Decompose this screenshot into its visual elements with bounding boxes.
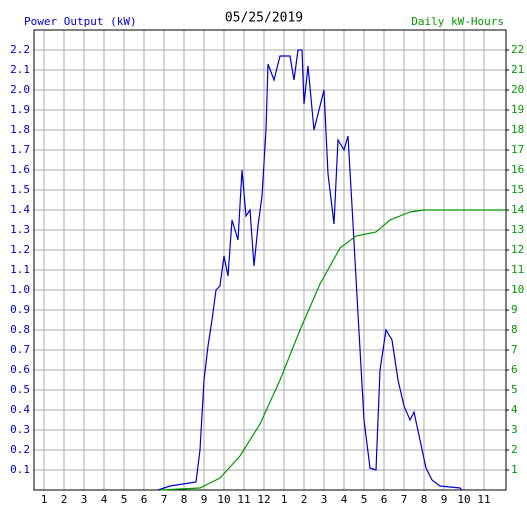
x-tick-label: 3 bbox=[81, 493, 88, 506]
y2-tick-label: 6 bbox=[511, 363, 518, 376]
x-tick-label: 12 bbox=[257, 493, 270, 506]
y-tick-label: 2.1 bbox=[10, 63, 30, 76]
y2-tick-label: 22 bbox=[511, 43, 524, 56]
x-tick-label: 11 bbox=[477, 493, 490, 506]
y2-tick-label: 1 bbox=[511, 463, 518, 476]
x-tick-label: 11 bbox=[237, 493, 250, 506]
x-tick-label: 9 bbox=[441, 493, 448, 506]
y-tick-label: 0.5 bbox=[10, 383, 30, 396]
x-tick-label: 8 bbox=[421, 493, 428, 506]
y-tick-label: 0.3 bbox=[10, 423, 30, 436]
y-tick-label: 0.6 bbox=[10, 363, 30, 376]
y2-tick-label: 19 bbox=[511, 103, 524, 116]
x-tick-label: 4 bbox=[101, 493, 108, 506]
y-tick-label: 1.1 bbox=[10, 263, 30, 276]
x-tick-label: 8 bbox=[181, 493, 188, 506]
y-tick-label: 1.6 bbox=[10, 163, 30, 176]
x-tick-label: 2 bbox=[301, 493, 308, 506]
x-tick-label: 1 bbox=[41, 493, 48, 506]
y2-tick-label: 10 bbox=[511, 283, 524, 296]
left-axis-title: Power Output (kW) bbox=[24, 15, 137, 28]
series-line bbox=[159, 209, 506, 491]
y2-tick-label: 15 bbox=[511, 183, 524, 196]
x-tick-label: 10 bbox=[457, 493, 470, 506]
y-tick-label: 1.8 bbox=[10, 123, 30, 136]
y-tick-label: 1.9 bbox=[10, 103, 30, 116]
y2-tick-label: 21 bbox=[511, 63, 524, 76]
y-tick-label: 1.7 bbox=[10, 143, 30, 156]
y-tick-label: 1.5 bbox=[10, 183, 30, 196]
x-tick-label: 1 bbox=[281, 493, 288, 506]
y2-tick-label: 20 bbox=[511, 83, 524, 96]
plot-border bbox=[33, 29, 507, 491]
x-tick-label: 3 bbox=[321, 493, 328, 506]
y2-tick-label: 5 bbox=[511, 383, 518, 396]
y-tick-label: 1.4 bbox=[10, 203, 30, 216]
y2-tick-label: 13 bbox=[511, 223, 524, 236]
y-tick-label: 0.2 bbox=[10, 443, 30, 456]
y2-tick-label: 3 bbox=[511, 423, 518, 436]
x-tick-label: 9 bbox=[201, 493, 208, 506]
y-tick-label: 1.2 bbox=[10, 243, 30, 256]
y-tick-label: 0.8 bbox=[10, 323, 30, 336]
y2-tick-label: 4 bbox=[511, 403, 518, 416]
x-tick-label: 2 bbox=[61, 493, 68, 506]
y2-tick-label: 17 bbox=[511, 143, 524, 156]
y-tick-label: 0.4 bbox=[10, 403, 30, 416]
y2-tick-label: 14 bbox=[511, 203, 525, 216]
y2-tick-label: 11 bbox=[511, 263, 524, 276]
y2-tick-label: 8 bbox=[511, 323, 518, 336]
y2-tick-label: 16 bbox=[511, 163, 524, 176]
x-tick-label: 6 bbox=[141, 493, 148, 506]
y-tick-label: 1.3 bbox=[10, 223, 30, 236]
x-tick-label: 5 bbox=[361, 493, 368, 506]
y2-tick-label: 2 bbox=[511, 443, 518, 456]
y2-tick-label: 12 bbox=[511, 243, 524, 256]
x-tick-label: 4 bbox=[341, 493, 348, 506]
y2-tick-label: 18 bbox=[511, 123, 524, 136]
y2-tick-label: 7 bbox=[511, 343, 518, 356]
x-tick-label: 7 bbox=[401, 493, 408, 506]
x-tick-label: 10 bbox=[217, 493, 230, 506]
x-tick-label: 5 bbox=[121, 493, 128, 506]
x-tick-label: 6 bbox=[381, 493, 388, 506]
y-tick-label: 2.2 bbox=[10, 43, 30, 56]
chart-title: 05/25/2019 bbox=[225, 11, 303, 26]
y-tick-label: 1.0 bbox=[10, 283, 30, 296]
series-line bbox=[157, 49, 463, 491]
y-tick-label: 0.9 bbox=[10, 303, 30, 316]
right-axis-title: Daily kW-Hours bbox=[411, 15, 504, 28]
y-tick-label: 2.0 bbox=[10, 83, 30, 96]
y-tick-label: 0.1 bbox=[10, 463, 30, 476]
y2-tick-label: 9 bbox=[511, 303, 518, 316]
x-tick-label: 7 bbox=[161, 493, 168, 506]
y-tick-label: 0.7 bbox=[10, 343, 30, 356]
